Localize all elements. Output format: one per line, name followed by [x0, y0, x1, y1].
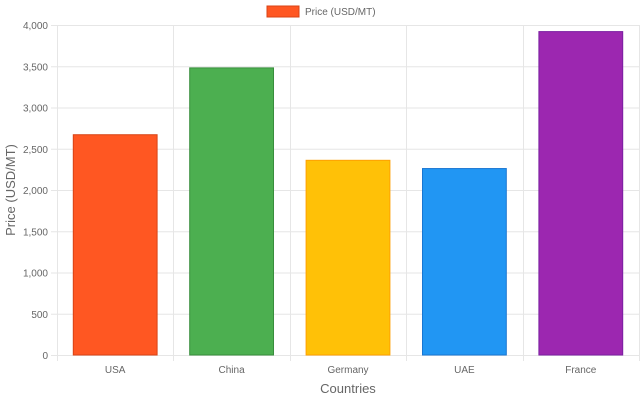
- y-tick-label: 2,500: [23, 145, 48, 156]
- x-tick-label: France: [565, 365, 597, 376]
- x-tick-label: UAE: [454, 365, 475, 376]
- bar-france: [538, 31, 624, 356]
- bar-usa: [72, 134, 158, 356]
- y-tick-label: 0: [42, 351, 48, 362]
- x-axis-title: Countries: [320, 381, 376, 396]
- x-tick-label: China: [219, 365, 246, 376]
- y-tick-label: 1,000: [23, 269, 48, 280]
- y-tick-label: 3,500: [23, 62, 48, 73]
- y-axis-title: Price (USD/MT): [3, 144, 18, 236]
- bars: [72, 31, 624, 356]
- y-tick-label: 500: [31, 310, 48, 321]
- legend-label[interactable]: Price (USD/MT): [305, 7, 376, 18]
- legend[interactable]: Price (USD/MT): [266, 5, 376, 18]
- y-axis-ticks: 0 500 1,000 1,500 2,000 2,500 3,000 3,500 4,000: [23, 21, 48, 362]
- bar-germany: [305, 159, 391, 356]
- bar-china: [189, 67, 275, 356]
- x-tick-label: USA: [105, 365, 126, 376]
- bar-uae: [421, 168, 507, 356]
- x-axis-ticks: USA China Germany UAE France: [105, 365, 597, 376]
- y-tick-label: 2,000: [23, 186, 48, 197]
- y-tick-label: 4,000: [23, 21, 48, 32]
- y-tick-label: 1,500: [23, 227, 48, 238]
- legend-swatch[interactable]: [266, 5, 300, 18]
- x-tick-label: Germany: [327, 365, 368, 376]
- y-tick-label: 3,000: [23, 104, 48, 115]
